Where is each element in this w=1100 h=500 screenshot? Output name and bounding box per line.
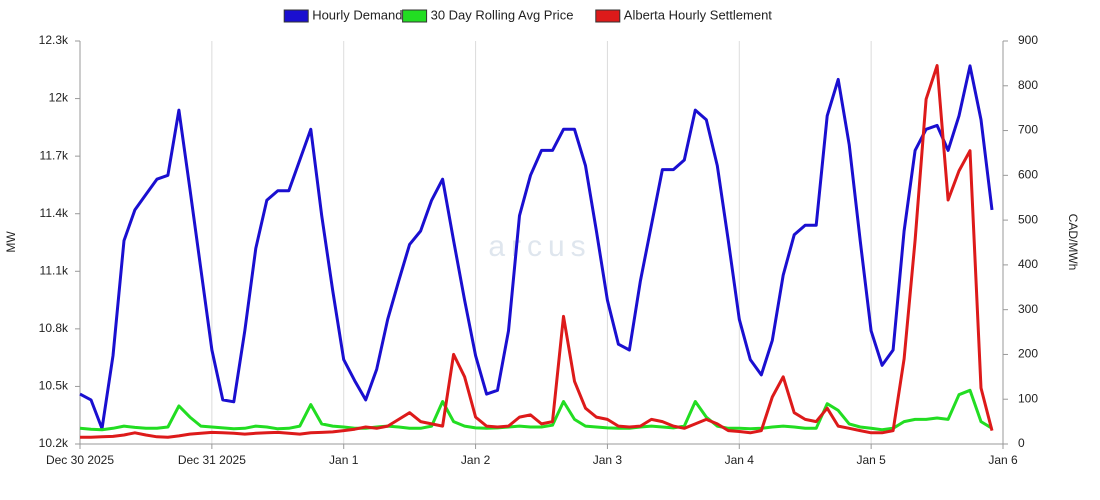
y-tick-label: 10.8k (39, 321, 69, 335)
y-tick-label: 11.1k (40, 263, 69, 277)
y2-tick-label: 100 (1018, 391, 1038, 405)
watermark: arcus (488, 230, 591, 263)
legend-swatch (283, 9, 309, 23)
x-tick-label: Dec 30 2025 (46, 453, 114, 467)
x-tick-label: Jan 5 (856, 453, 886, 467)
series-line (79, 64, 994, 431)
legend-label: Hourly Demand (312, 7, 402, 22)
legend-swatch (402, 9, 428, 23)
y2-tick-label: 600 (1018, 168, 1038, 182)
y2-tick-label: 900 (1018, 33, 1038, 47)
legend-swatch (595, 9, 621, 23)
x-tick-label: Dec 31 2025 (178, 453, 246, 467)
y2-tick-label: 500 (1018, 212, 1038, 226)
y-axis-label: MW (4, 231, 18, 253)
y-tick-label: 11.7k (40, 148, 69, 162)
y-tick-label: 10.5k (39, 379, 69, 393)
y-tick-label: 10.2k (39, 436, 69, 450)
x-tick-label: Jan 4 (725, 453, 755, 467)
y2-tick-label: 700 (1018, 123, 1038, 137)
y-tick-label: 11.4k (40, 206, 69, 220)
y2-tick-label: 800 (1018, 78, 1038, 92)
x-tick-label: Jan 2 (461, 453, 491, 467)
y2-axis-label: CAD/MWh (1066, 214, 1080, 271)
legend-label: Alberta Hourly Settlement (624, 7, 773, 22)
x-tick-label: Jan 3 (593, 453, 623, 467)
y2-tick-label: 300 (1018, 302, 1038, 316)
y2-tick-label: 200 (1018, 347, 1038, 361)
x-tick-label: Jan 1 (329, 453, 359, 467)
legend-label: 30 Day Rolling Avg Price (431, 7, 574, 22)
y-tick-label: 12.3k (39, 33, 69, 47)
y2-tick-label: 0 (1018, 436, 1025, 450)
series-line (80, 64, 994, 439)
x-tick-label: Jan 6 (988, 453, 1018, 467)
y2-tick-label: 400 (1018, 257, 1038, 271)
y-tick-label: 12k (49, 91, 69, 105)
series-line (79, 388, 993, 432)
